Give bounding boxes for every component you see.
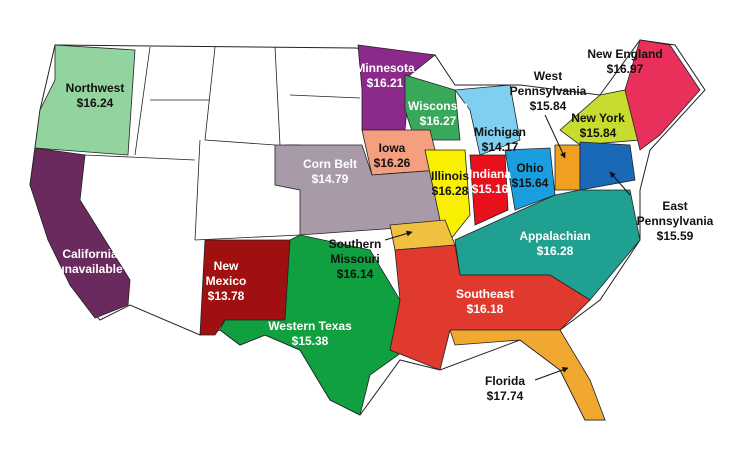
region-name: Wisconsin [408, 99, 468, 113]
region-shape [624, 39, 701, 151]
region-shape [554, 144, 581, 191]
region-price: $16.18 [467, 302, 504, 316]
region-price: $16.26 [374, 156, 411, 170]
region-name: Michigan [474, 125, 526, 139]
region-name: New York [571, 111, 625, 125]
region-price: $15.84 [530, 99, 567, 113]
region-shape [219, 234, 406, 416]
region-price: $16.14 [337, 267, 374, 281]
region-name-line: Pennsylvania [637, 214, 714, 228]
region-name: New Mexico [206, 259, 247, 288]
region-name: New England [587, 47, 662, 61]
region-price: $13.78 [208, 289, 245, 303]
region-shape [454, 84, 521, 156]
region-price: unavailable [57, 262, 123, 276]
region-name-line: Missouri [330, 252, 379, 266]
regions [29, 39, 701, 421]
region-name: Corn Belt [303, 157, 357, 171]
region-shape [579, 141, 636, 191]
region-price: $16.28 [432, 184, 469, 198]
region-price: $14.17 [482, 140, 519, 154]
region-shape [449, 329, 606, 421]
region-shape [424, 149, 471, 241]
region-name-line: Mexico [206, 274, 247, 288]
region-name: Minnesota [355, 61, 415, 75]
region-name: Illinois [431, 169, 469, 183]
region-price: $16.97 [607, 62, 644, 76]
region-shape [469, 154, 509, 226]
region-price: $15.16 [472, 182, 509, 196]
region-price: $16.24 [77, 96, 114, 110]
region-price: $16.27 [420, 114, 457, 128]
region-name: Iowa [379, 141, 406, 155]
region-name-line: New [214, 259, 239, 273]
region-name-line: Southern [329, 237, 382, 251]
region-shape [29, 147, 131, 319]
region-name: California [62, 247, 118, 261]
region-name: Northwest [66, 81, 125, 95]
region-price: $16.21 [367, 76, 404, 90]
region-name: Appalachian [519, 229, 590, 243]
region-name: Florida [485, 374, 525, 388]
region-price: $15.38 [292, 334, 329, 348]
region-price: $15.64 [512, 176, 549, 190]
region-shape [404, 74, 461, 141]
region-name: Ohio [516, 161, 543, 175]
region-name-line: Pennsylvania [510, 84, 587, 98]
region-name: West Pennsylvania [510, 69, 587, 98]
region-name: Western Texas [268, 319, 352, 333]
region-name: Southeast [456, 287, 514, 301]
region-price: $15.84 [580, 126, 617, 140]
region-price: $16.28 [537, 244, 574, 258]
region-price: $14.79 [312, 172, 349, 186]
leader-arrows [384, 114, 631, 381]
region-price: $15.59 [657, 229, 694, 243]
region-name-line: East [662, 199, 687, 213]
region-name: Southern Missouri [329, 237, 382, 266]
region-name-line: West [534, 69, 562, 83]
region-price: $17.74 [487, 389, 524, 403]
region-name: East Pennsylvania [637, 199, 714, 228]
region-name: Indiana [469, 167, 511, 181]
